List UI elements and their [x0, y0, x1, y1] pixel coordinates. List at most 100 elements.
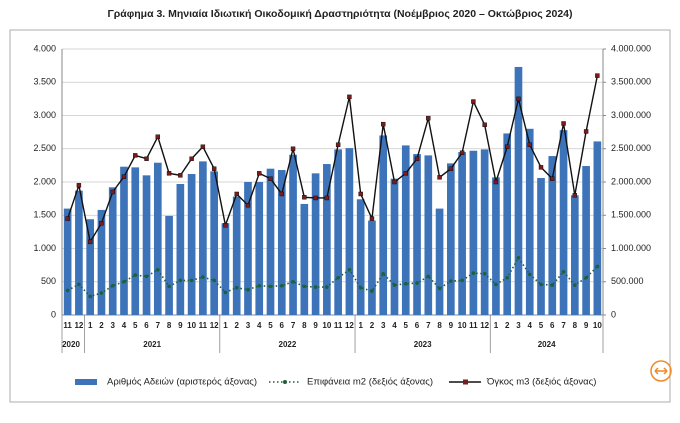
bar [582, 166, 590, 315]
marker [573, 283, 577, 287]
bar [356, 199, 365, 315]
icon-arrows[interactable] [654, 367, 668, 375]
marker [504, 144, 510, 149]
y-tick-label: 4.000 [33, 43, 56, 53]
marker [121, 174, 127, 179]
bar [97, 209, 106, 315]
y2-tick-label: 0 [611, 309, 616, 319]
marker [189, 156, 194, 161]
bar [525, 128, 534, 315]
bar [165, 215, 173, 315]
marker [527, 272, 532, 277]
x-tick-label: 10 [593, 321, 602, 330]
marker [189, 278, 194, 283]
marker [516, 256, 521, 260]
marker [595, 73, 600, 78]
bar [289, 154, 297, 315]
marker [460, 278, 464, 283]
x-tick-label: 9 [449, 321, 454, 330]
marker [246, 287, 250, 292]
bar [424, 155, 433, 315]
icon-circle[interactable] [650, 360, 672, 382]
y2-tick-label: 4.000.000 [611, 43, 651, 53]
marker [493, 179, 499, 185]
bar [255, 182, 264, 315]
marker [403, 171, 408, 176]
marker [65, 288, 70, 293]
marker [584, 275, 588, 280]
marker [494, 282, 498, 287]
x-tick-label: 1 [494, 321, 499, 330]
bar [480, 149, 489, 315]
marker [381, 271, 386, 276]
y2-tick-label: 3.000.000 [611, 110, 651, 120]
y2-tick-label: 2.000.000 [611, 176, 651, 186]
marker [223, 223, 228, 228]
y2-tick-label: 1.000.000 [611, 243, 651, 253]
marker [156, 267, 160, 272]
marker [99, 221, 104, 226]
marker [211, 166, 217, 171]
year-label: 2021 [143, 340, 161, 349]
bar [379, 135, 388, 315]
bar [176, 183, 185, 315]
marker [302, 284, 307, 289]
marker [381, 121, 386, 127]
bar [108, 187, 117, 315]
x-tick-label: 6 [550, 321, 555, 330]
marker [291, 279, 295, 284]
marker [144, 274, 149, 279]
x-tick-label: 7 [156, 321, 161, 330]
x-tick-label: 3 [246, 321, 251, 330]
x-tick-label: 10 [322, 321, 331, 330]
marker [561, 269, 566, 274]
x-tick-label: 2 [99, 321, 104, 330]
marker [527, 142, 532, 147]
x-tick-label: 11 [469, 321, 478, 330]
marker [437, 175, 442, 180]
marker [290, 146, 296, 151]
x-tick-label: 3 [381, 321, 386, 330]
x-tick-label: 1 [223, 321, 228, 330]
x-tick-label: 2 [505, 321, 510, 330]
bar [570, 195, 579, 315]
marker [77, 282, 81, 287]
marker [167, 284, 171, 289]
bar [514, 66, 523, 315]
marker [448, 166, 454, 171]
marker [324, 195, 330, 201]
bar [244, 182, 252, 315]
marker [178, 278, 183, 283]
resize-icon[interactable] [650, 360, 672, 382]
marker [414, 156, 420, 161]
marker [166, 171, 172, 176]
marker [313, 195, 318, 201]
x-tick-label: 2 [370, 321, 375, 330]
bar [334, 149, 342, 315]
y2-tick-label: 500.000 [611, 276, 644, 286]
y-tick-label: 3.000 [33, 110, 56, 120]
line [66, 75, 599, 244]
bar [153, 162, 162, 315]
bar [86, 219, 95, 315]
marker [257, 283, 262, 288]
bar [469, 150, 478, 315]
x-tick-label: 12 [345, 321, 354, 330]
y2-tick-label: 2.500.000 [611, 143, 651, 153]
bar [187, 174, 196, 315]
bar [492, 177, 500, 315]
marker [76, 183, 82, 188]
legend-label: Όγκος m3 (δεξιός άξονας) [486, 377, 596, 388]
marker [245, 203, 251, 208]
x-tick-label: 6 [415, 321, 420, 330]
x-tick-label: 12 [210, 321, 219, 330]
x-tick-label: 11 [334, 321, 343, 330]
marker [538, 165, 544, 170]
marker [133, 153, 138, 158]
x-tick-label: 1 [358, 321, 363, 330]
bar [75, 190, 83, 315]
marker [88, 294, 92, 299]
marker [325, 285, 329, 289]
x-tick-label: 7 [561, 321, 566, 330]
marker [539, 282, 543, 287]
